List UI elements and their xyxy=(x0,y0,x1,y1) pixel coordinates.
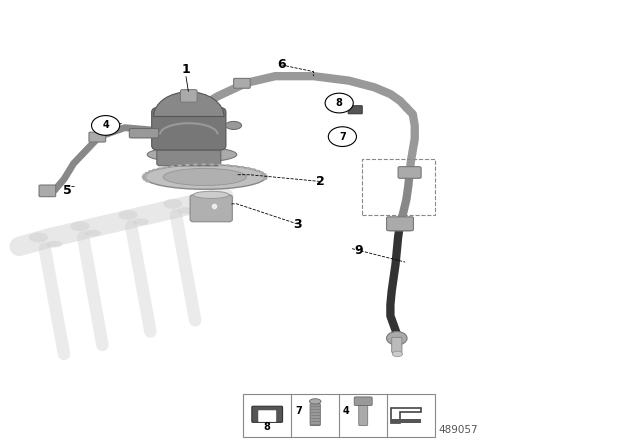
Ellipse shape xyxy=(143,173,148,176)
Text: 7: 7 xyxy=(339,132,346,142)
Ellipse shape xyxy=(177,164,182,167)
Ellipse shape xyxy=(143,178,148,181)
Ellipse shape xyxy=(145,172,150,174)
FancyBboxPatch shape xyxy=(259,410,276,422)
Ellipse shape xyxy=(251,168,256,171)
Circle shape xyxy=(325,93,353,113)
Ellipse shape xyxy=(133,218,148,225)
FancyBboxPatch shape xyxy=(129,129,159,138)
FancyBboxPatch shape xyxy=(180,90,197,102)
Ellipse shape xyxy=(163,199,182,209)
Ellipse shape xyxy=(193,191,229,198)
Ellipse shape xyxy=(144,165,266,189)
Text: 1: 1 xyxy=(181,63,190,76)
FancyBboxPatch shape xyxy=(89,132,106,142)
Bar xyxy=(362,159,435,215)
Ellipse shape xyxy=(233,165,238,167)
Text: 6: 6 xyxy=(277,58,286,72)
Ellipse shape xyxy=(148,170,153,172)
FancyBboxPatch shape xyxy=(190,195,232,222)
Ellipse shape xyxy=(338,132,349,141)
Ellipse shape xyxy=(145,180,150,182)
Text: 8: 8 xyxy=(336,98,342,108)
Ellipse shape xyxy=(70,221,90,231)
Bar xyxy=(243,394,435,437)
Text: 7: 7 xyxy=(295,406,302,416)
Ellipse shape xyxy=(185,164,190,166)
Ellipse shape xyxy=(225,164,230,167)
FancyBboxPatch shape xyxy=(152,108,226,150)
Text: 4: 4 xyxy=(343,406,350,416)
FancyBboxPatch shape xyxy=(348,106,362,114)
FancyBboxPatch shape xyxy=(392,337,402,353)
FancyBboxPatch shape xyxy=(39,185,56,197)
Ellipse shape xyxy=(246,167,251,169)
Text: 5: 5 xyxy=(63,184,72,197)
Ellipse shape xyxy=(310,399,321,404)
Ellipse shape xyxy=(178,207,194,214)
FancyBboxPatch shape xyxy=(387,217,413,231)
FancyBboxPatch shape xyxy=(355,397,372,405)
Ellipse shape xyxy=(261,173,266,175)
Text: 9: 9 xyxy=(354,244,363,258)
Ellipse shape xyxy=(152,169,157,171)
Ellipse shape xyxy=(255,170,260,172)
Ellipse shape xyxy=(85,229,101,237)
Ellipse shape xyxy=(262,178,268,180)
FancyBboxPatch shape xyxy=(398,167,421,178)
Ellipse shape xyxy=(170,165,175,168)
Ellipse shape xyxy=(259,171,264,173)
Ellipse shape xyxy=(147,147,237,162)
Ellipse shape xyxy=(157,168,163,170)
Ellipse shape xyxy=(201,164,206,166)
Circle shape xyxy=(92,116,120,135)
Ellipse shape xyxy=(263,177,268,179)
FancyBboxPatch shape xyxy=(310,404,320,426)
Wedge shape xyxy=(154,92,224,116)
Ellipse shape xyxy=(226,121,242,129)
Circle shape xyxy=(328,127,356,146)
FancyBboxPatch shape xyxy=(252,406,282,422)
Ellipse shape xyxy=(163,166,168,168)
Bar xyxy=(390,419,421,423)
Text: 4: 4 xyxy=(102,121,109,130)
Ellipse shape xyxy=(218,164,223,166)
FancyBboxPatch shape xyxy=(388,218,412,231)
FancyBboxPatch shape xyxy=(234,78,250,88)
Ellipse shape xyxy=(387,332,407,345)
FancyBboxPatch shape xyxy=(157,143,221,166)
Text: 3: 3 xyxy=(293,217,302,231)
FancyBboxPatch shape xyxy=(359,404,367,426)
Ellipse shape xyxy=(263,175,268,177)
Ellipse shape xyxy=(163,168,246,185)
Ellipse shape xyxy=(29,233,48,242)
Text: 8: 8 xyxy=(264,422,271,432)
Ellipse shape xyxy=(392,351,403,357)
Ellipse shape xyxy=(193,164,198,166)
Ellipse shape xyxy=(239,166,244,168)
Text: 2: 2 xyxy=(316,175,324,188)
Ellipse shape xyxy=(47,241,63,247)
Ellipse shape xyxy=(141,175,147,177)
Ellipse shape xyxy=(209,164,214,166)
Ellipse shape xyxy=(118,210,138,220)
Text: 489057: 489057 xyxy=(438,425,478,435)
Ellipse shape xyxy=(141,177,147,179)
